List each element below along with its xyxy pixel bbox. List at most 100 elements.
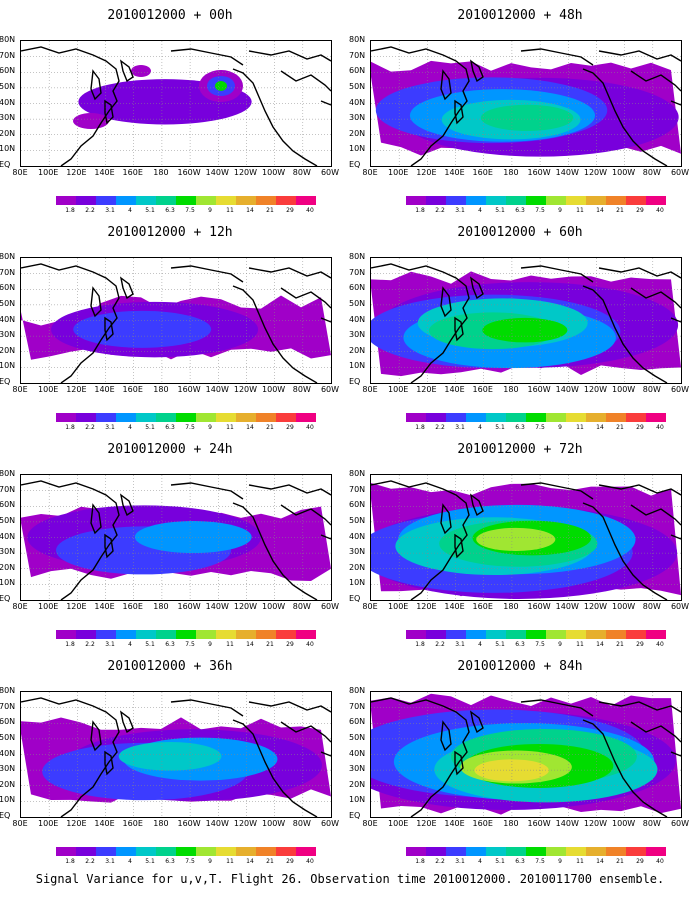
latitude-label: 70N <box>0 484 16 494</box>
colorbar-swatch <box>506 847 526 856</box>
colorbar-label: 4 <box>128 207 132 214</box>
longitude-label: 140E <box>444 385 465 394</box>
colorbar-swatch <box>236 196 256 205</box>
longitude-label: 120E <box>66 602 87 611</box>
coastline <box>248 267 331 279</box>
longitude-label: 180 <box>153 168 169 177</box>
latitude-label: 10N <box>0 144 16 154</box>
map-area <box>370 257 682 384</box>
coastline <box>170 482 244 500</box>
variance-map <box>21 41 331 166</box>
coastline <box>630 70 681 92</box>
coastline <box>320 534 331 540</box>
latitude-label: EQ <box>0 811 11 820</box>
longitude-label: 160E <box>472 602 493 611</box>
colorbar-swatch <box>626 196 646 205</box>
colorbar-swatch <box>566 413 586 422</box>
longitude-label: 80E <box>12 385 28 394</box>
longitude-label: 120E <box>416 385 437 394</box>
colorbar-label: 11 <box>226 424 234 431</box>
latitude-labels: 80N 70N 60N 50N 40N 30N 20N 10N EQ <box>0 470 20 603</box>
coastline <box>232 502 318 600</box>
colorbar-label: 6.3 <box>165 424 175 431</box>
longitude-label: 60W <box>670 602 690 611</box>
variance-contour <box>215 81 227 91</box>
colorbar <box>56 196 316 205</box>
longitude-label: 100W <box>262 168 286 177</box>
coastline <box>371 697 470 817</box>
colorbar-label: 21 <box>266 641 274 648</box>
map-panel: 2010012000 + 12h 80N 70N 60N 50N 40N 30N 20N 10N… <box>0 217 340 437</box>
colorbar-label: 11 <box>576 641 584 648</box>
latitude-label: 10N <box>349 144 366 154</box>
map-area <box>370 40 682 167</box>
latitude-label: 40N <box>0 97 16 107</box>
longitude-label: 140E <box>94 168 115 177</box>
colorbar-swatch <box>256 196 276 205</box>
colorbar-swatch <box>76 196 96 205</box>
longitude-label: 60W <box>320 385 340 394</box>
latitude-label: EQ <box>349 160 361 169</box>
colorbar-labels: 1.8 2.2 3.1 4 5.1 6.3 7.5 9 11 14 21 29 40 <box>56 424 316 432</box>
longitude-label: 140E <box>94 602 115 611</box>
longitude-label: 100W <box>262 602 286 611</box>
colorbar-swatch <box>646 847 666 856</box>
colorbar-label: 4 <box>478 858 482 865</box>
longitude-label: 60W <box>670 819 690 828</box>
longitude-label: 140W <box>205 168 229 177</box>
longitude-label: 80W <box>642 168 661 177</box>
coastline <box>582 68 668 166</box>
colorbar-label: 14 <box>246 207 254 214</box>
colorbar-swatch <box>176 847 196 856</box>
colorbar-label: 3.1 <box>105 641 115 648</box>
colorbar-label: 14 <box>246 858 254 865</box>
colorbar-swatch <box>176 413 196 422</box>
coastline <box>21 46 120 166</box>
coastline <box>104 533 114 559</box>
latitude-label: 20N <box>349 345 366 355</box>
latitude-label: 50N <box>0 298 16 308</box>
colorbar-label: 3.1 <box>105 207 115 214</box>
variance-contour <box>134 521 252 554</box>
coastline <box>520 265 594 283</box>
latitude-label: EQ <box>0 377 11 386</box>
longitude-label: 80W <box>642 385 661 394</box>
coastline <box>119 710 134 734</box>
colorbar-swatch <box>626 847 646 856</box>
longitude-label: 140W <box>205 819 229 828</box>
variance-map <box>21 475 331 600</box>
latitude-label: 50N <box>0 515 16 525</box>
colorbar-swatch <box>466 630 486 639</box>
colorbar-label: 7.5 <box>535 207 545 214</box>
latitude-label: 80N <box>0 252 16 261</box>
colorbar <box>56 630 316 639</box>
variance-map <box>371 41 681 166</box>
colorbar-swatch <box>196 630 216 639</box>
coastline <box>630 721 681 743</box>
longitude-label: 120W <box>233 168 258 177</box>
coastline <box>371 46 470 166</box>
variance-contour <box>482 317 568 343</box>
longitude-label: 100E <box>388 819 409 828</box>
colorbar-label: 40 <box>306 207 314 214</box>
longitude-label: 180 <box>503 602 519 611</box>
colorbar-label: 21 <box>266 858 274 865</box>
coastline <box>170 48 244 66</box>
colorbar-label: 14 <box>596 424 604 431</box>
colorbar-label: 11 <box>226 641 234 648</box>
colorbar-swatch <box>446 630 466 639</box>
colorbar-swatch <box>296 847 316 856</box>
colorbar-swatch <box>586 630 606 639</box>
colorbar-swatch <box>546 630 566 639</box>
latitude-label: 10N <box>349 578 366 588</box>
colorbar-label: 9 <box>208 858 212 865</box>
colorbar-label: 9 <box>558 424 562 431</box>
colorbar-swatch <box>626 413 646 422</box>
latitude-label: 10N <box>0 795 16 805</box>
colorbar-label: 21 <box>616 641 624 648</box>
colorbar-swatch <box>646 196 666 205</box>
coastline <box>232 285 318 383</box>
colorbar-label: 29 <box>636 207 644 214</box>
colorbar-swatch <box>406 630 426 639</box>
latitude-label: 70N <box>349 701 366 711</box>
